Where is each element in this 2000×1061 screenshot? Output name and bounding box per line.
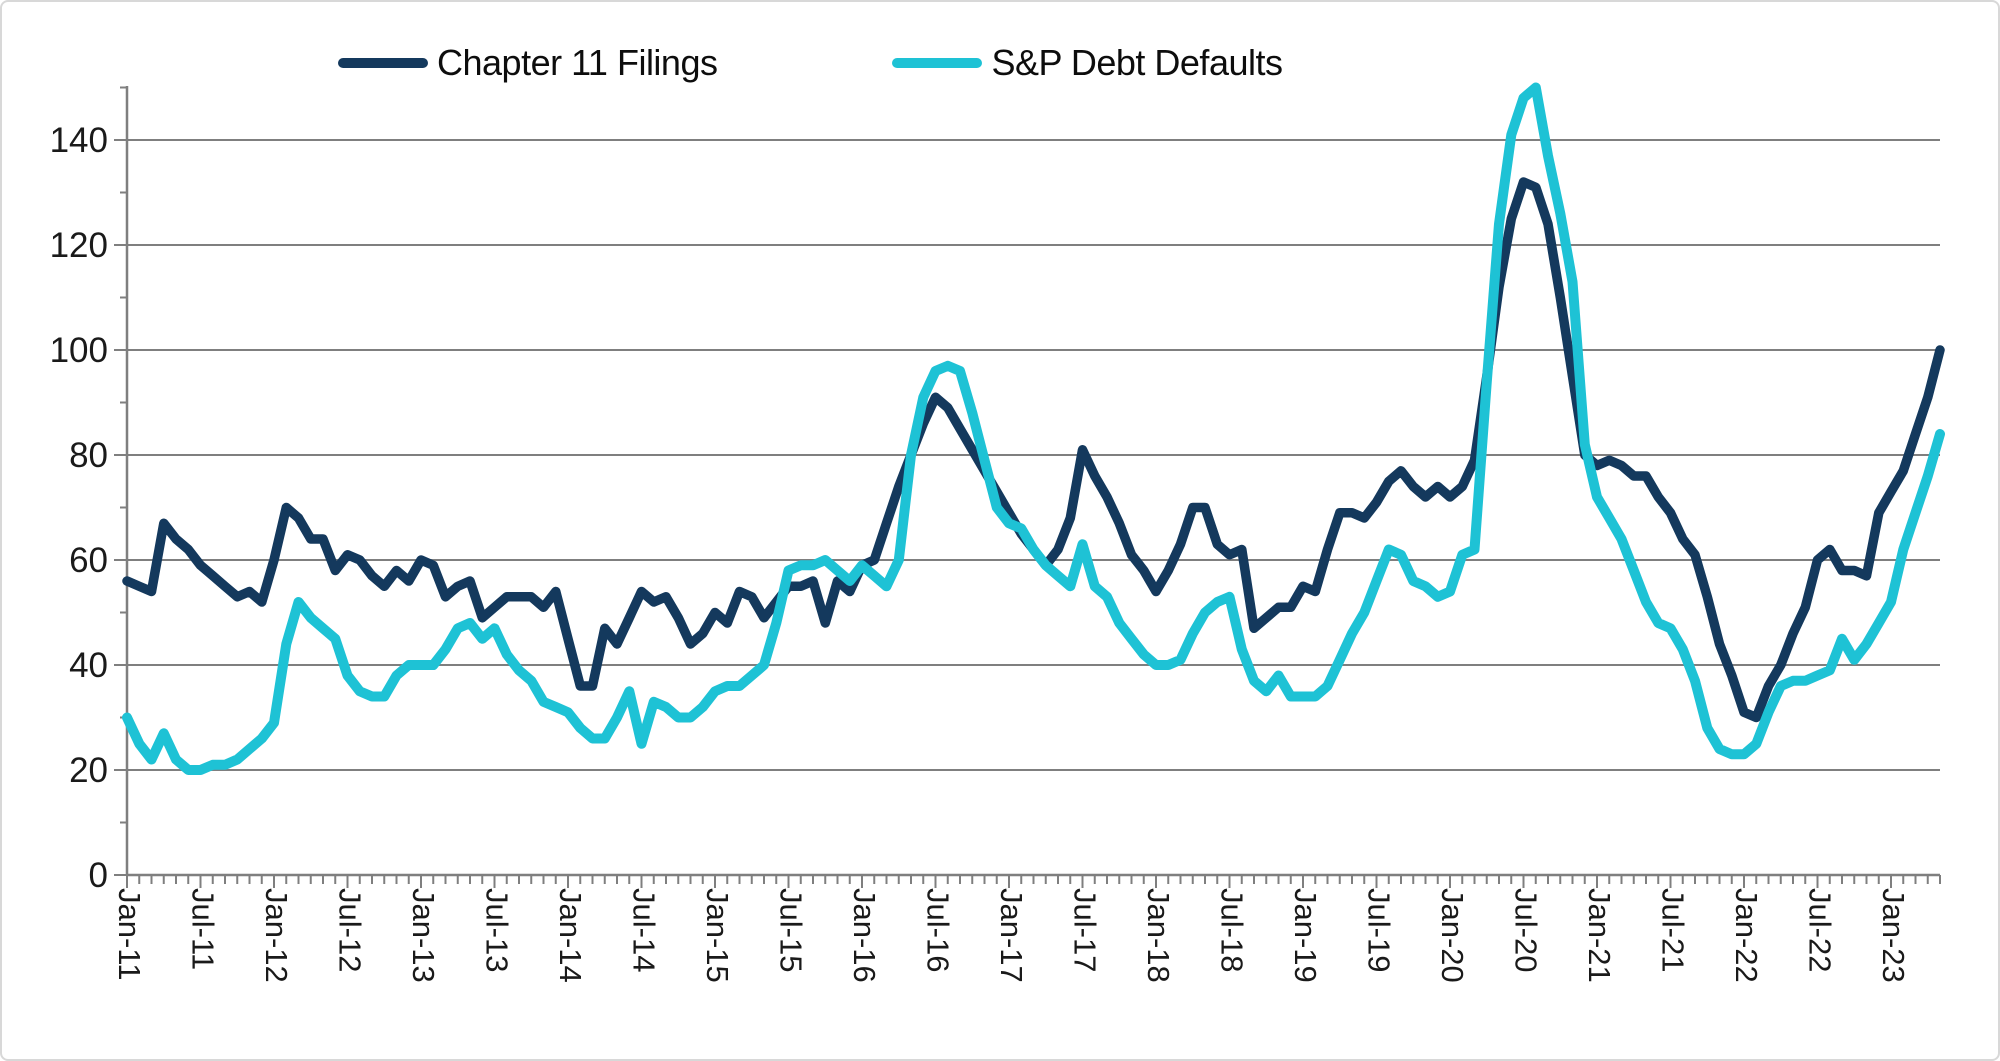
series-line-sp-debt-defaults bbox=[122, 82, 1945, 775]
y-axis-label-60: 60 bbox=[69, 541, 108, 580]
x-axis-label-Jan-21: Jan-21 bbox=[1582, 888, 1617, 983]
x-axis-label-Jul-20: Jul-20 bbox=[1509, 888, 1544, 972]
axis-labels: 0 20 40 60 80 100 120 140 Jan-11 Jul-11 Jan-12 Jul-… bbox=[50, 121, 1911, 983]
legend-label-chapter-11-filings: Chapter 11 Filings bbox=[437, 42, 718, 83]
y-axis-label-140: 140 bbox=[50, 121, 108, 160]
series-lines bbox=[122, 82, 1945, 775]
x-axis-label-Jul-16: Jul-16 bbox=[921, 888, 956, 972]
legend-item-chapter-11-filings: Chapter 11 Filings bbox=[338, 42, 718, 84]
x-axis-label-Jan-18: Jan-18 bbox=[1141, 888, 1176, 983]
y-axis-label-120: 120 bbox=[50, 226, 108, 265]
legend-swatch-navy bbox=[338, 58, 428, 68]
x-axis-label-Jul-18: Jul-18 bbox=[1215, 888, 1250, 972]
x-axis-label-Jan-23: Jan-23 bbox=[1876, 888, 1911, 983]
x-axis-label-Jan-14: Jan-14 bbox=[553, 888, 588, 983]
x-axis-label-Jul-19: Jul-19 bbox=[1362, 888, 1397, 972]
x-axis-label-Jul-22: Jul-22 bbox=[1803, 888, 1838, 972]
x-axis-label-Jul-17: Jul-17 bbox=[1068, 888, 1103, 972]
x-axis-label-Jan-15: Jan-15 bbox=[700, 888, 735, 983]
x-axis-label-Jan-22: Jan-22 bbox=[1729, 888, 1764, 983]
y-axis-label-80: 80 bbox=[69, 436, 108, 475]
legend-label-sp-debt-defaults: S&P Debt Defaults bbox=[991, 42, 1283, 83]
x-axis-label-Jul-13: Jul-13 bbox=[480, 888, 515, 972]
x-axis-label-Jul-15: Jul-15 bbox=[774, 888, 809, 972]
y-axis-label-20: 20 bbox=[69, 751, 108, 790]
legend: Chapter 11 Filings S&P Debt Defaults bbox=[338, 42, 1283, 84]
x-axis-label-Jul-21: Jul-21 bbox=[1656, 888, 1691, 972]
x-axis-label-Jan-16: Jan-16 bbox=[847, 888, 882, 983]
x-axis-label-Jul-11: Jul-11 bbox=[186, 888, 221, 970]
legend-swatch-cyan bbox=[892, 58, 983, 68]
x-axis-label-Jan-19: Jan-19 bbox=[1288, 888, 1323, 983]
x-axis-label-Jan-13: Jan-13 bbox=[406, 888, 441, 983]
x-axis-label-Jan-17: Jan-17 bbox=[994, 888, 1029, 983]
x-axis-label-Jul-12: Jul-12 bbox=[333, 888, 368, 972]
axes bbox=[125, 86, 1940, 877]
legend-item-sp-debt-defaults: S&P Debt Defaults bbox=[892, 42, 1283, 84]
x-axis-label-Jan-20: Jan-20 bbox=[1435, 888, 1470, 983]
x-axis-label-Jan-12: Jan-12 bbox=[259, 888, 294, 983]
x-axis-label-Jul-14: Jul-14 bbox=[627, 888, 662, 972]
y-axis-label-0: 0 bbox=[89, 856, 108, 895]
y-axis-label-100: 100 bbox=[50, 331, 108, 370]
y-axis-label-40: 40 bbox=[69, 646, 108, 685]
x-axis-label-Jan-11: Jan-11 bbox=[112, 888, 147, 981]
series-line-chapter-11-filings bbox=[122, 177, 1945, 723]
tick-marks bbox=[114, 86, 1941, 888]
